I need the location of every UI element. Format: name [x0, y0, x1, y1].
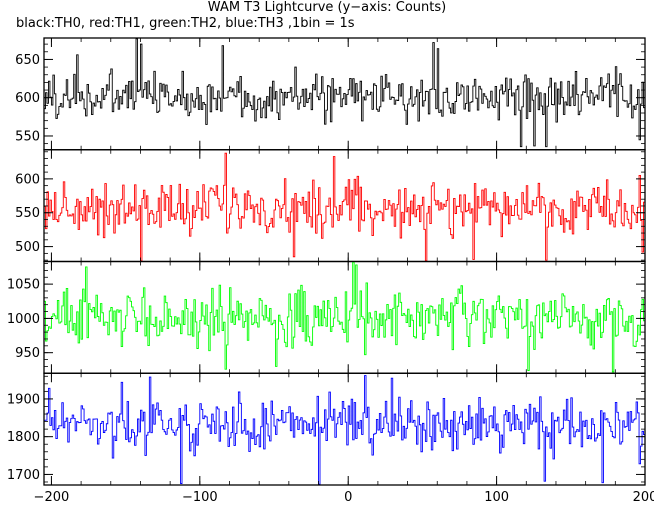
y-tick-label: 950	[15, 346, 40, 361]
y-tick-label: 1000	[7, 312, 40, 327]
x-tick-label: 200	[633, 490, 654, 505]
y-tick-label: 650	[15, 53, 40, 68]
x-tick-label: 100	[484, 490, 509, 505]
panel-th1: 500 550 600	[15, 149, 646, 263]
y-tick-label: 1800	[7, 430, 40, 445]
x-tick-label: 0	[344, 490, 352, 505]
y-tick-label: 600	[15, 91, 40, 106]
panel-th2: 950 1000 1050	[7, 260, 646, 374]
series-th3	[44, 375, 645, 485]
chart-subtitle: black:TH0, red:TH1, green:TH2, blue:TH3 …	[16, 16, 355, 31]
chart-title: WAM T3 Lightcurve (y−axis: Counts)	[207, 0, 447, 15]
y-tick-label: 550	[15, 129, 40, 144]
panel-th3: 1700 1800 1900	[7, 372, 646, 486]
x-tick-label: −100	[182, 490, 218, 505]
y-tick-label: 1700	[7, 468, 40, 483]
y-tick-label: 550	[15, 206, 40, 221]
series-th2	[44, 261, 645, 373]
y-tick-label: 500	[15, 240, 40, 255]
y-tick-label: 1050	[7, 278, 40, 293]
x-tick-label: −200	[34, 490, 70, 505]
series-th0	[44, 38, 645, 148]
panel-th0: 550 600 650	[15, 37, 646, 151]
y-tick-label: 600	[15, 172, 40, 187]
series-th1	[44, 152, 645, 262]
y-tick-label: 1900	[7, 392, 40, 407]
